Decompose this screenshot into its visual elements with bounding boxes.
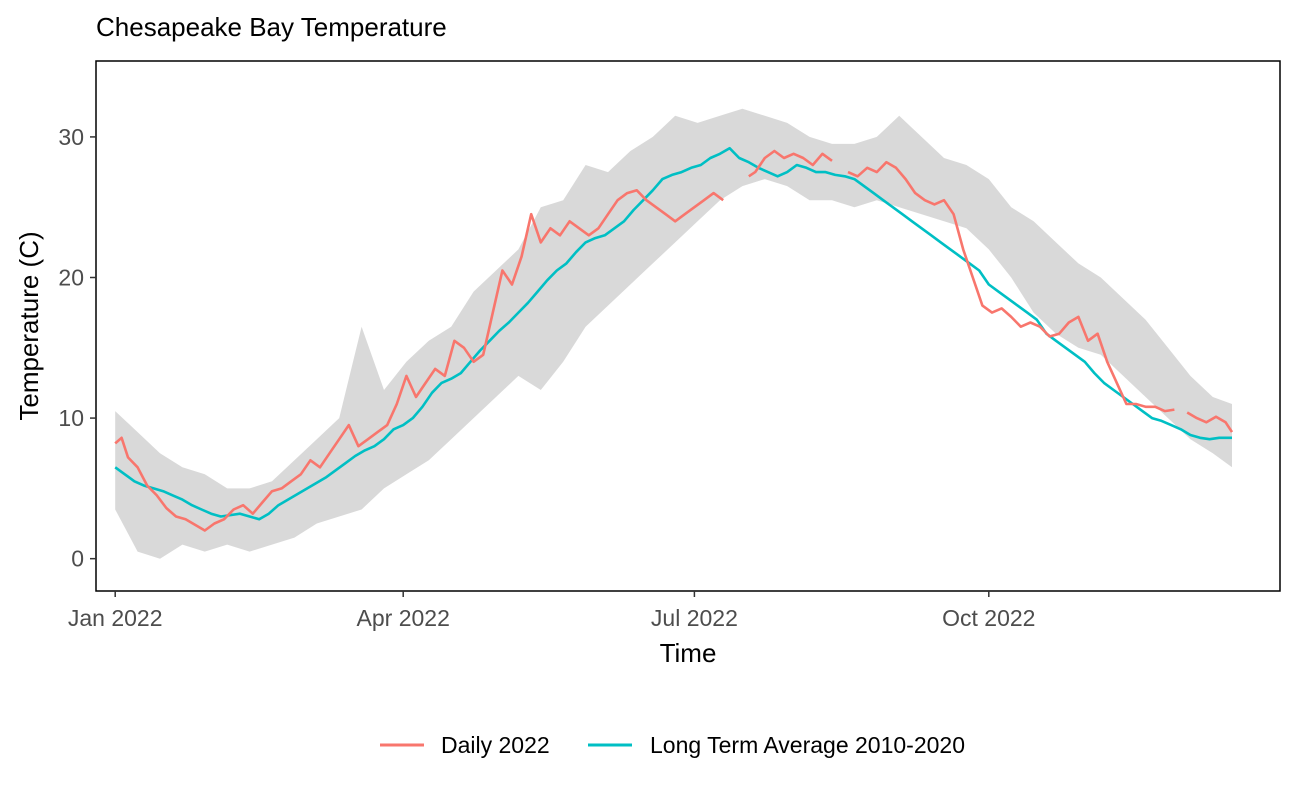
- panel-border: [95, 60, 1281, 592]
- y-axis: 0 10 20 30: [58, 124, 96, 572]
- legend-label-daily: Daily 2022: [441, 732, 550, 758]
- x-axis: Jan 2022 Apr 2022 Jul 2022 Oct 2022: [68, 591, 1035, 631]
- series-layer: [114, 146, 1234, 532]
- daily-2022-line-segment-3: [847, 160, 1175, 413]
- y-axis-title: Temperature (C): [14, 231, 44, 420]
- daily-2022-line-segment-2: [748, 149, 833, 178]
- x-axis-title: Time: [660, 638, 717, 668]
- y-tick-label: 10: [58, 405, 84, 431]
- x-tick-label: Jan 2022: [68, 605, 163, 631]
- y-tick-label: 0: [71, 546, 84, 572]
- y-tick-label: 20: [58, 264, 84, 290]
- x-tick-label: Oct 2022: [942, 605, 1035, 631]
- daily-2022-line-segment-4: [1186, 411, 1234, 433]
- chart-title: Chesapeake Bay Temperature: [96, 12, 447, 42]
- range-ribbon: [115, 108, 1233, 559]
- daily-2022-line-segment-1: [114, 189, 724, 532]
- x-tick-label: Jul 2022: [651, 605, 738, 631]
- legend-label-average: Long Term Average 2010-2020: [650, 732, 965, 758]
- y-tick-label: 30: [58, 124, 84, 150]
- legend: Daily 2022 Long Term Average 2010-2020: [380, 732, 965, 758]
- x-tick-label: Apr 2022: [357, 605, 450, 631]
- ribbon-layer: [115, 108, 1233, 559]
